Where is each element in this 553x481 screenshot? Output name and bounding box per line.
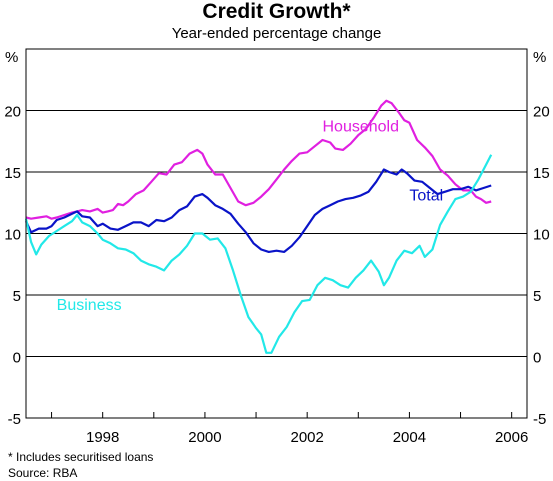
y-axis: -5 -5 0 0 5 5 10 10 15 15 20 20 <box>4 104 549 429</box>
series-line-total <box>25 168 492 253</box>
y-unit-left: % <box>5 49 18 66</box>
y-tick-label-left: 5 <box>13 288 21 305</box>
y-tick-label-left: 0 <box>13 350 21 367</box>
series-label-total: Total <box>409 187 443 204</box>
y-unit-right: % <box>533 49 546 66</box>
y-tick-label-right: 10 <box>533 227 550 244</box>
y-tick-label-right: 5 <box>533 288 541 305</box>
y-tick-label-left: 10 <box>4 227 21 244</box>
x-tick-label: 2002 <box>290 429 323 446</box>
gridlines <box>26 110 527 357</box>
source-note: Source: RBA <box>8 466 78 480</box>
y-tick-label-right: 20 <box>533 104 550 121</box>
y-tick-label-left: 15 <box>4 165 21 182</box>
x-axis: 1998 2000 2002 2004 2006 <box>51 412 528 446</box>
chart-title: Credit Growth* <box>202 0 351 23</box>
series-lines <box>24 99 493 354</box>
series-label-business: Business <box>57 297 122 314</box>
y-tick-label-left: 20 <box>4 104 21 121</box>
x-tick-label: 1998 <box>86 429 119 446</box>
series-line-household <box>25 99 492 220</box>
chart-subtitle: Year-ended percentage change <box>171 25 382 42</box>
series-label-household: Household <box>323 118 400 135</box>
y-tick-label-right: -5 <box>533 411 546 428</box>
plot-frame <box>25 48 528 419</box>
y-tick-label-right: 0 <box>533 350 541 367</box>
x-tick-label: 2006 <box>495 429 528 446</box>
x-tick-label: 2004 <box>393 429 426 446</box>
y-tick-label-left: -5 <box>8 411 21 428</box>
series-line-business <box>24 154 493 354</box>
y-tick-label-right: 15 <box>533 165 550 182</box>
x-tick-label: 2000 <box>188 429 221 446</box>
series-labels: Household Total Business <box>57 118 444 313</box>
footnote: * Includes securitised loans <box>8 450 154 464</box>
